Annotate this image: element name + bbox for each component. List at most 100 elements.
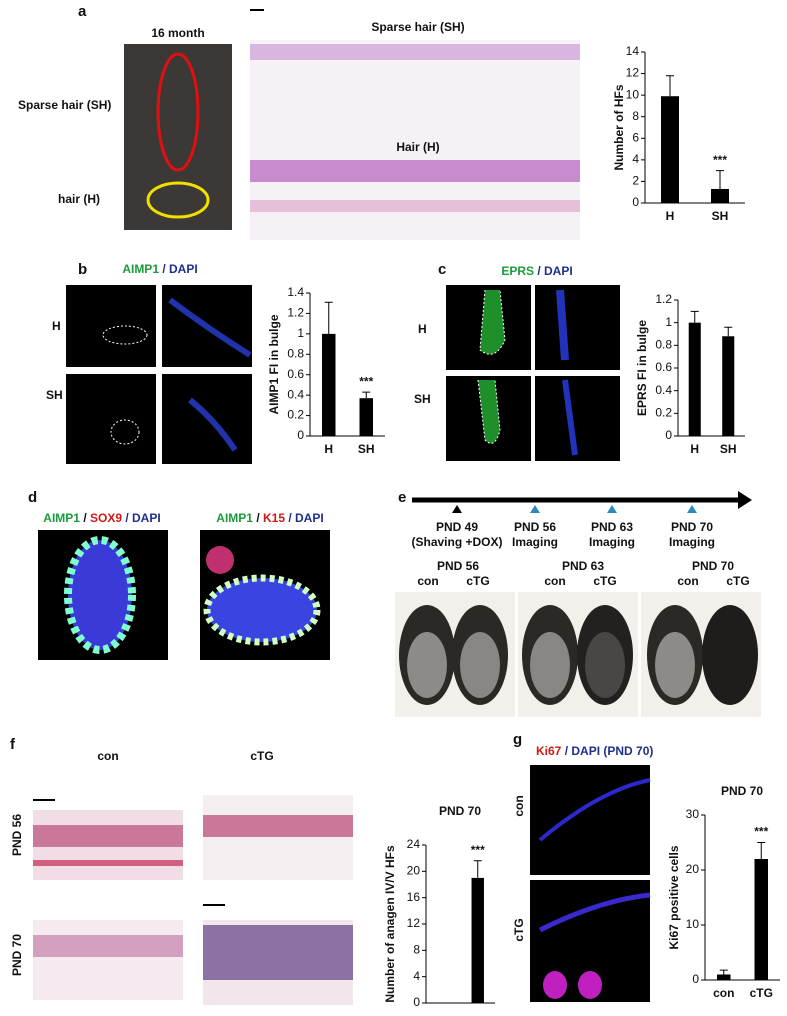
y-tick-label: 30: [686, 807, 700, 821]
time-marker: [607, 505, 617, 513]
y-tick-label: 20: [407, 864, 421, 878]
significance: ***: [471, 843, 485, 857]
row-label: H: [418, 322, 427, 336]
shaved-area: [460, 632, 500, 698]
significance: ***: [713, 153, 727, 167]
ki67-signal: [543, 971, 567, 999]
mouse-photo: [124, 44, 232, 230]
y-tick-label: 12: [407, 916, 421, 930]
error-bar: [666, 75, 674, 97]
mouse-photos: [395, 592, 761, 717]
histology-layer: [250, 200, 580, 212]
column-label: cTG: [250, 749, 273, 763]
sparse-region: [156, 52, 200, 172]
shaved-area: [407, 632, 447, 698]
y-tick-label: 16: [407, 890, 421, 904]
bar: [471, 877, 484, 1003]
chart-title: PND 70: [439, 804, 481, 818]
shaved-area: [585, 632, 625, 698]
panel-label: e: [398, 489, 406, 506]
significance: ***: [754, 825, 768, 839]
title-part: / DAPI: [122, 511, 161, 525]
y-tick-label: 8: [413, 943, 420, 957]
error-bar: [473, 860, 482, 878]
bar: [754, 859, 768, 980]
y-tick-label: 1.4: [287, 285, 304, 299]
dapi-signal: [562, 379, 578, 456]
title-part: AIMP1: [43, 511, 80, 525]
y-tick-label: 0.8: [655, 338, 672, 352]
y-axis-label: Number of HFs: [612, 84, 626, 170]
shaved-area: [530, 632, 570, 698]
bar: [711, 188, 729, 203]
panel-title: AIMP1 / DAPI: [122, 262, 197, 276]
x-tick-label: SH: [358, 442, 375, 456]
panel-title: EPRS / DAPI: [501, 264, 572, 278]
error-bar: [757, 842, 766, 859]
x-tick-label: H: [690, 442, 699, 456]
y-tick-label: 0.6: [655, 360, 672, 374]
histology-layer: [33, 860, 183, 866]
photo-label: cTG: [593, 574, 616, 588]
y-tick-label: 14: [626, 44, 640, 58]
histology-layer: [33, 935, 183, 957]
error-bar: [362, 391, 371, 399]
bar: [717, 974, 731, 980]
title-part: EPRS: [501, 264, 534, 278]
hair-region: [146, 181, 210, 219]
panel-label: d: [28, 489, 37, 506]
dapi-signal: [538, 778, 651, 842]
photo-title: PND 63: [562, 559, 604, 573]
y-tick-label: 0: [692, 972, 699, 986]
row-label: SH: [414, 392, 431, 406]
stained-cells: [206, 546, 234, 574]
stained-cells: [64, 536, 136, 654]
fluor-image: [530, 765, 650, 875]
region-label: hair (H): [58, 192, 100, 206]
fluor-image: [535, 285, 620, 370]
row-label: SH: [46, 388, 63, 402]
y-tick-label: 1.2: [287, 306, 304, 320]
histology-layer: [250, 160, 580, 182]
time-label: PND 70: [671, 520, 713, 534]
y-axis-label: Number of anagen IV/V HFs: [383, 845, 397, 1003]
panel-label: a: [78, 3, 87, 20]
time-marker: [530, 505, 540, 513]
bulge-outline: [110, 419, 140, 445]
y-tick-label: 0.4: [287, 387, 304, 401]
fluor-image: [535, 376, 620, 461]
histology-layer: [203, 815, 353, 837]
title-part: AIMP1: [216, 511, 253, 525]
x-tick-label: cTG: [750, 986, 773, 1000]
y-tick-label: 10: [626, 87, 640, 101]
column-label: con: [97, 749, 118, 763]
image-title: Hair (H): [396, 140, 439, 154]
histology-layer: [203, 925, 353, 980]
time-marker: [452, 505, 462, 513]
dapi-signal: [188, 397, 238, 452]
chart-title: PND 70: [721, 784, 763, 798]
fluor-image: [66, 374, 156, 464]
panel-title: AIMP1 / SOX9 / DAPI: [43, 511, 160, 525]
fluor-image: [66, 285, 156, 367]
y-tick-label: 0.2: [655, 406, 672, 420]
panel-label: c: [438, 261, 446, 278]
x-tick-label: SH: [720, 442, 737, 456]
title-part: / DAPI (PND 70): [561, 744, 653, 758]
bar: [722, 336, 735, 436]
dapi-signal: [556, 289, 569, 361]
image-title: Sparse hair (SH): [371, 20, 464, 34]
histology-layer: [33, 825, 183, 847]
y-tick-label: 8: [632, 109, 639, 123]
bar: [322, 333, 336, 436]
time-label: Imaging: [589, 535, 635, 549]
significance: ***: [359, 374, 373, 388]
error-bar: [324, 301, 333, 334]
photo-label: con: [677, 574, 698, 588]
title-part: Ki67: [536, 744, 562, 758]
y-tick-label: 6: [632, 130, 639, 144]
time-label: PND 63: [591, 520, 633, 534]
y-tick-label: 0: [413, 995, 420, 1009]
time-marker: [687, 505, 697, 513]
